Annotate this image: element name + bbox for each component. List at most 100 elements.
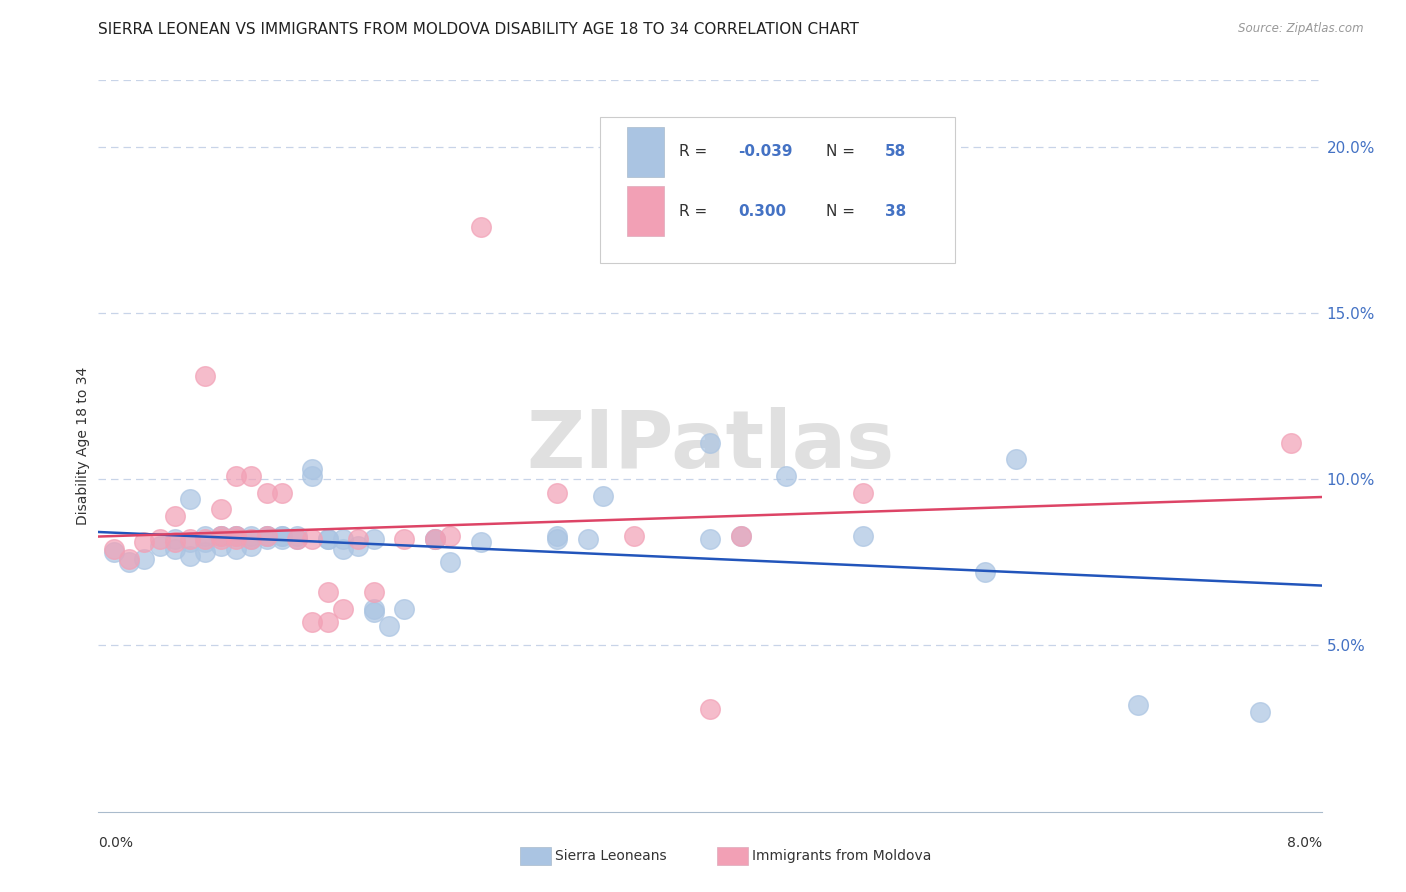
Point [546, 532, 568, 546]
Point [316, 532, 339, 546]
Bar [627, 127, 664, 177]
Y-axis label: Disability Age 18 to 34: Disability Age 18 to 34 [76, 367, 90, 525]
Text: 38: 38 [884, 203, 907, 219]
Point [225, 529, 247, 543]
Point [270, 529, 294, 543]
Point [332, 532, 354, 546]
Point [775, 469, 797, 483]
Point [316, 532, 339, 546]
Point [256, 529, 278, 543]
Text: Immigrants from Moldova: Immigrants from Moldova [752, 849, 932, 863]
Point [240, 532, 263, 546]
Point [179, 492, 201, 507]
Point [332, 542, 354, 557]
Point [163, 535, 186, 549]
Point [163, 542, 186, 557]
Point [225, 529, 247, 543]
Point [363, 585, 385, 599]
Point [316, 615, 339, 630]
Point [163, 532, 186, 546]
Point [256, 529, 278, 543]
Point [270, 529, 294, 543]
Point [225, 542, 247, 557]
Text: 0.0%: 0.0% [98, 836, 134, 850]
Point [392, 602, 416, 616]
Point [134, 535, 156, 549]
Point [179, 532, 201, 546]
Point [194, 535, 217, 549]
Text: R =: R = [679, 145, 713, 160]
Point [194, 545, 217, 559]
Point [209, 529, 232, 543]
Point [439, 555, 461, 569]
Point [149, 532, 172, 546]
Point [332, 602, 354, 616]
Point [179, 549, 201, 563]
Point [347, 532, 370, 546]
FancyBboxPatch shape [600, 117, 955, 263]
Point [852, 529, 875, 543]
Point [225, 529, 247, 543]
Point [285, 529, 308, 543]
Text: 0.300: 0.300 [738, 203, 786, 219]
Point [163, 508, 186, 523]
Point [699, 532, 721, 546]
Point [363, 602, 385, 616]
Point [194, 369, 217, 384]
Point [240, 529, 263, 543]
Point [209, 529, 232, 543]
Point [194, 532, 217, 546]
Point [623, 529, 645, 543]
Point [270, 485, 294, 500]
Point [225, 469, 247, 483]
Point [209, 532, 232, 546]
Point [974, 566, 997, 580]
Point [209, 529, 232, 543]
Point [256, 529, 278, 543]
Point [470, 535, 492, 549]
Text: 58: 58 [884, 145, 907, 160]
Point [423, 532, 446, 546]
Point [378, 618, 401, 632]
Point [209, 539, 232, 553]
Point [316, 585, 339, 599]
Point [423, 532, 446, 546]
Point [730, 529, 752, 543]
Point [347, 539, 370, 553]
Text: N =: N = [827, 203, 860, 219]
Point [118, 555, 141, 569]
Point [1128, 698, 1150, 713]
Point [592, 489, 614, 503]
Point [1004, 452, 1026, 467]
Point [470, 219, 492, 234]
Text: ZIPatlas: ZIPatlas [526, 407, 894, 485]
Text: Sierra Leoneans: Sierra Leoneans [555, 849, 666, 863]
Point [699, 435, 721, 450]
Point [209, 502, 232, 516]
Point [256, 532, 278, 546]
Point [423, 532, 446, 546]
Bar [627, 186, 664, 236]
Point [225, 532, 247, 546]
Point [134, 552, 156, 566]
Point [103, 542, 125, 557]
Point [301, 469, 323, 483]
Point [699, 701, 721, 715]
Text: -0.039: -0.039 [738, 145, 793, 160]
Point [285, 532, 308, 546]
Point [730, 529, 752, 543]
Point [852, 485, 875, 500]
Point [546, 529, 568, 543]
Point [576, 532, 599, 546]
Point [301, 462, 323, 476]
Point [270, 532, 294, 546]
Point [149, 539, 172, 553]
Text: SIERRA LEONEAN VS IMMIGRANTS FROM MOLDOVA DISABILITY AGE 18 TO 34 CORRELATION CH: SIERRA LEONEAN VS IMMIGRANTS FROM MOLDOV… [98, 22, 859, 37]
Point [103, 545, 125, 559]
Point [439, 529, 461, 543]
Point [240, 539, 263, 553]
Text: Source: ZipAtlas.com: Source: ZipAtlas.com [1239, 22, 1364, 36]
Point [256, 485, 278, 500]
Text: R =: R = [679, 203, 717, 219]
Point [285, 532, 308, 546]
